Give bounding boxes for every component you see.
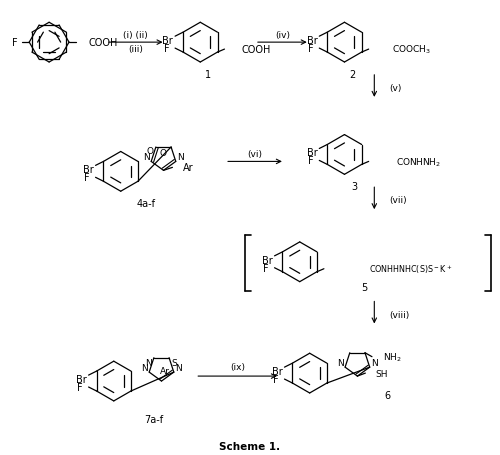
Text: CONHHNHC(S)S$^-$K$^+$: CONHHNHC(S)S$^-$K$^+$ bbox=[368, 263, 452, 275]
Text: COOCH$_3$: COOCH$_3$ bbox=[392, 44, 430, 56]
Text: COOH: COOH bbox=[89, 38, 118, 48]
Text: 2: 2 bbox=[350, 70, 356, 80]
Text: 6: 6 bbox=[384, 390, 390, 400]
Text: N: N bbox=[370, 358, 378, 367]
Text: CONHNH$_2$: CONHNH$_2$ bbox=[396, 156, 440, 168]
Text: (i) (ii): (i) (ii) bbox=[124, 30, 148, 40]
Text: Br: Br bbox=[162, 36, 173, 46]
Text: Br: Br bbox=[272, 366, 282, 376]
Text: N: N bbox=[177, 152, 184, 162]
Text: (ix): (ix) bbox=[230, 362, 246, 371]
Text: O: O bbox=[160, 149, 167, 158]
Text: Br: Br bbox=[262, 255, 272, 265]
Text: 3: 3 bbox=[352, 182, 358, 192]
Text: 7a-f: 7a-f bbox=[144, 414, 163, 424]
Text: Br: Br bbox=[306, 36, 318, 46]
Text: F: F bbox=[308, 44, 314, 54]
Text: (iv): (iv) bbox=[276, 30, 290, 40]
Text: Br: Br bbox=[76, 374, 86, 384]
Text: F: F bbox=[273, 374, 278, 384]
Text: Scheme 1.: Scheme 1. bbox=[220, 441, 280, 450]
Text: N: N bbox=[145, 359, 152, 367]
Text: (viii): (viii) bbox=[389, 310, 409, 319]
Text: SH: SH bbox=[376, 369, 388, 378]
Text: Ar: Ar bbox=[160, 366, 170, 375]
Text: (v): (v) bbox=[389, 84, 402, 93]
Text: N: N bbox=[144, 152, 150, 162]
Text: F: F bbox=[164, 44, 169, 54]
Text: COOH: COOH bbox=[242, 45, 270, 55]
Text: F: F bbox=[84, 173, 89, 183]
Text: N: N bbox=[175, 363, 182, 372]
Text: F: F bbox=[12, 38, 18, 48]
Text: F: F bbox=[77, 382, 82, 392]
Text: F: F bbox=[263, 263, 268, 273]
Text: NH$_2$: NH$_2$ bbox=[383, 351, 402, 363]
Text: O: O bbox=[147, 147, 154, 156]
Text: (iii): (iii) bbox=[128, 45, 143, 54]
Text: Br: Br bbox=[83, 165, 94, 175]
Text: N: N bbox=[338, 358, 344, 367]
Text: Ar: Ar bbox=[184, 163, 194, 173]
Text: 5: 5 bbox=[361, 282, 368, 292]
Text: F: F bbox=[308, 156, 314, 166]
Text: S: S bbox=[171, 359, 177, 367]
Text: 4a-f: 4a-f bbox=[136, 199, 155, 209]
Text: (vi): (vi) bbox=[248, 150, 262, 159]
Text: Br: Br bbox=[306, 148, 318, 158]
Text: (vii): (vii) bbox=[389, 195, 407, 204]
Text: 1: 1 bbox=[205, 70, 212, 80]
Text: N: N bbox=[142, 363, 148, 372]
